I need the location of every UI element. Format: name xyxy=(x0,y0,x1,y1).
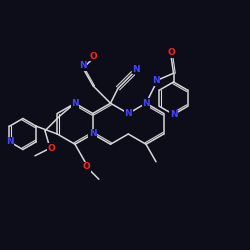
Text: O: O xyxy=(89,52,97,61)
Text: N: N xyxy=(124,109,132,118)
Text: O: O xyxy=(48,144,55,153)
Text: N: N xyxy=(79,61,87,70)
Text: N: N xyxy=(170,110,177,119)
Text: N: N xyxy=(152,76,160,85)
Text: N: N xyxy=(71,99,79,108)
Text: N: N xyxy=(89,130,96,138)
Text: O: O xyxy=(82,162,90,171)
Text: N: N xyxy=(142,99,150,108)
Text: N: N xyxy=(132,65,140,74)
Text: N: N xyxy=(6,137,13,146)
Text: O: O xyxy=(167,48,175,57)
